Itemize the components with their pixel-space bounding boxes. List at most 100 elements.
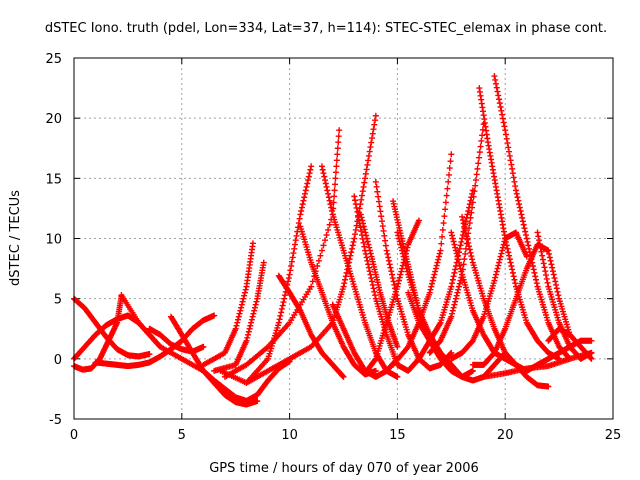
data-point: [248, 316, 255, 323]
data-point: [347, 252, 354, 259]
data-point: [430, 274, 437, 281]
data-point: [358, 196, 365, 203]
data-point: [146, 351, 153, 358]
data-point: [536, 241, 543, 248]
data-point: [450, 273, 457, 280]
data-point: [554, 288, 561, 295]
data-point: [391, 281, 398, 288]
data-point: [465, 207, 472, 214]
data-point: [449, 280, 456, 287]
data-point: [520, 221, 527, 228]
data-point: [396, 238, 403, 245]
data-point: [505, 144, 512, 151]
data-point: [333, 163, 340, 170]
data-point: [238, 304, 245, 311]
data-point: [448, 349, 455, 356]
data-point: [436, 250, 443, 257]
data-point: [449, 232, 456, 239]
data-point: [363, 254, 370, 261]
data-point: [447, 350, 454, 357]
data-point: [447, 158, 454, 165]
data-point: [435, 253, 442, 260]
data-point: [332, 169, 339, 176]
data-point: [248, 319, 255, 326]
data-point: [442, 199, 449, 206]
data-point: [351, 193, 358, 200]
data-point: [379, 223, 386, 230]
data-point: [531, 269, 538, 276]
data-point: [500, 119, 507, 126]
data-point: [378, 213, 385, 220]
data-point: [469, 256, 476, 263]
data-point: [479, 132, 486, 139]
data-point: [369, 281, 376, 288]
data-point: [507, 259, 514, 266]
data-point: [380, 227, 387, 234]
data-point: [245, 331, 252, 338]
data-point: [348, 245, 355, 252]
data-point: [299, 201, 306, 208]
data-point: [536, 237, 543, 244]
data-point: [426, 289, 433, 296]
data-point: [404, 345, 411, 352]
data-point: [320, 242, 327, 249]
series-22: [405, 289, 509, 384]
data-point: [587, 354, 594, 361]
data-point: [503, 135, 510, 142]
data-point: [336, 127, 343, 134]
data-point: [322, 237, 329, 244]
data-point: [440, 220, 447, 227]
data-point: [538, 248, 545, 255]
data-point: [525, 242, 532, 249]
data-point: [505, 249, 512, 256]
data-point: [494, 88, 501, 95]
data-point: [296, 306, 303, 313]
data-point: [476, 154, 483, 161]
data-point: [497, 253, 504, 260]
data-point: [469, 204, 476, 211]
data-point: [390, 278, 397, 285]
data-point: [517, 207, 524, 214]
data-point: [510, 174, 517, 181]
data-point: [360, 239, 367, 246]
data-point: [318, 163, 325, 170]
data-point: [288, 258, 295, 265]
data-point: [524, 238, 531, 245]
data-point: [462, 230, 469, 237]
data-point: [395, 232, 402, 239]
data-point: [389, 271, 396, 278]
data-point: [281, 295, 288, 302]
x-tick-label-1: 5: [178, 428, 186, 443]
data-point: [342, 276, 349, 283]
y-tick-label-6: 25: [45, 52, 62, 67]
data-point: [200, 343, 207, 350]
data-point: [349, 242, 356, 249]
x-tick-label-2: 10: [281, 428, 298, 443]
data-point: [295, 220, 302, 227]
data-point: [324, 187, 331, 194]
data-point: [260, 259, 267, 266]
data-point: [394, 229, 401, 236]
y-axis-label: dSTEC / TECUs: [8, 190, 23, 286]
data-point: [434, 259, 441, 266]
data-point: [334, 151, 341, 158]
data-point: [519, 214, 526, 221]
data-point: [537, 244, 544, 251]
data-point: [496, 256, 503, 263]
data-point: [302, 190, 308, 197]
data-point: [359, 217, 366, 224]
data-point: [427, 286, 434, 293]
data-point: [523, 253, 530, 260]
data-point: [522, 228, 529, 235]
data-point: [540, 260, 547, 267]
data-point: [366, 247, 373, 254]
series-18: [372, 178, 455, 372]
data-point: [292, 237, 299, 244]
data-point: [468, 209, 475, 216]
data-point: [495, 92, 502, 99]
data-point: [478, 137, 485, 144]
data-point: [539, 252, 546, 259]
data-point: [305, 177, 312, 184]
data-point: [370, 126, 377, 133]
data-point: [388, 268, 395, 275]
